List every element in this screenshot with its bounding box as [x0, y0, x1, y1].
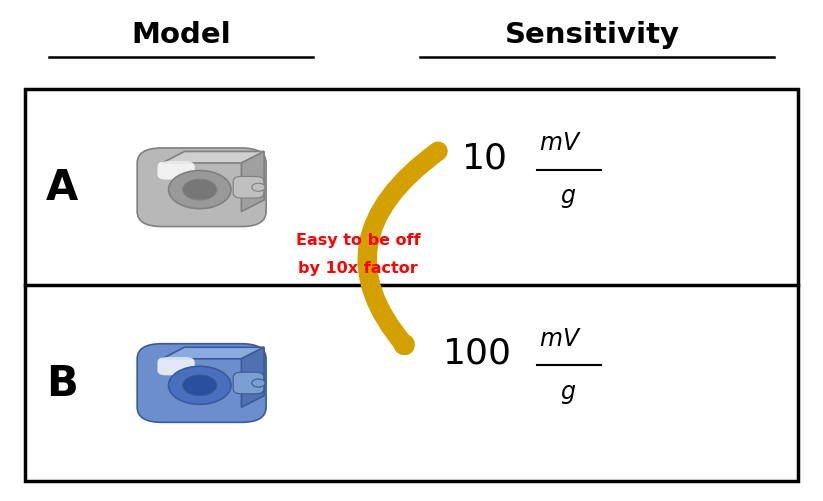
Text: A: A [45, 167, 78, 209]
Text: Sensitivity: Sensitivity [505, 21, 680, 49]
Circle shape [183, 375, 216, 396]
FancyBboxPatch shape [157, 162, 195, 180]
FancyBboxPatch shape [137, 149, 266, 227]
Text: $g$: $g$ [560, 381, 576, 405]
Text: Model: Model [131, 21, 231, 49]
Circle shape [252, 379, 265, 387]
Circle shape [169, 171, 231, 209]
Bar [25, 90, 798, 481]
Text: B: B [46, 362, 77, 404]
Text: $10$: $10$ [461, 141, 506, 175]
Text: $mV$: $mV$ [539, 326, 582, 350]
FancyBboxPatch shape [233, 373, 264, 394]
Text: $mV$: $mV$ [539, 131, 582, 155]
FancyBboxPatch shape [157, 358, 195, 376]
Polygon shape [241, 348, 264, 407]
FancyArrowPatch shape [367, 152, 438, 346]
Polygon shape [162, 152, 264, 164]
Circle shape [183, 180, 216, 200]
FancyBboxPatch shape [137, 344, 266, 422]
Polygon shape [162, 348, 264, 359]
Text: by 10x factor: by 10x factor [298, 261, 418, 276]
Circle shape [252, 184, 265, 192]
Text: $100$: $100$ [442, 336, 510, 370]
Text: $g$: $g$ [560, 186, 576, 210]
FancyBboxPatch shape [233, 177, 264, 198]
Polygon shape [241, 152, 264, 212]
Text: Easy to be off: Easy to be off [295, 233, 421, 248]
Circle shape [169, 367, 231, 405]
